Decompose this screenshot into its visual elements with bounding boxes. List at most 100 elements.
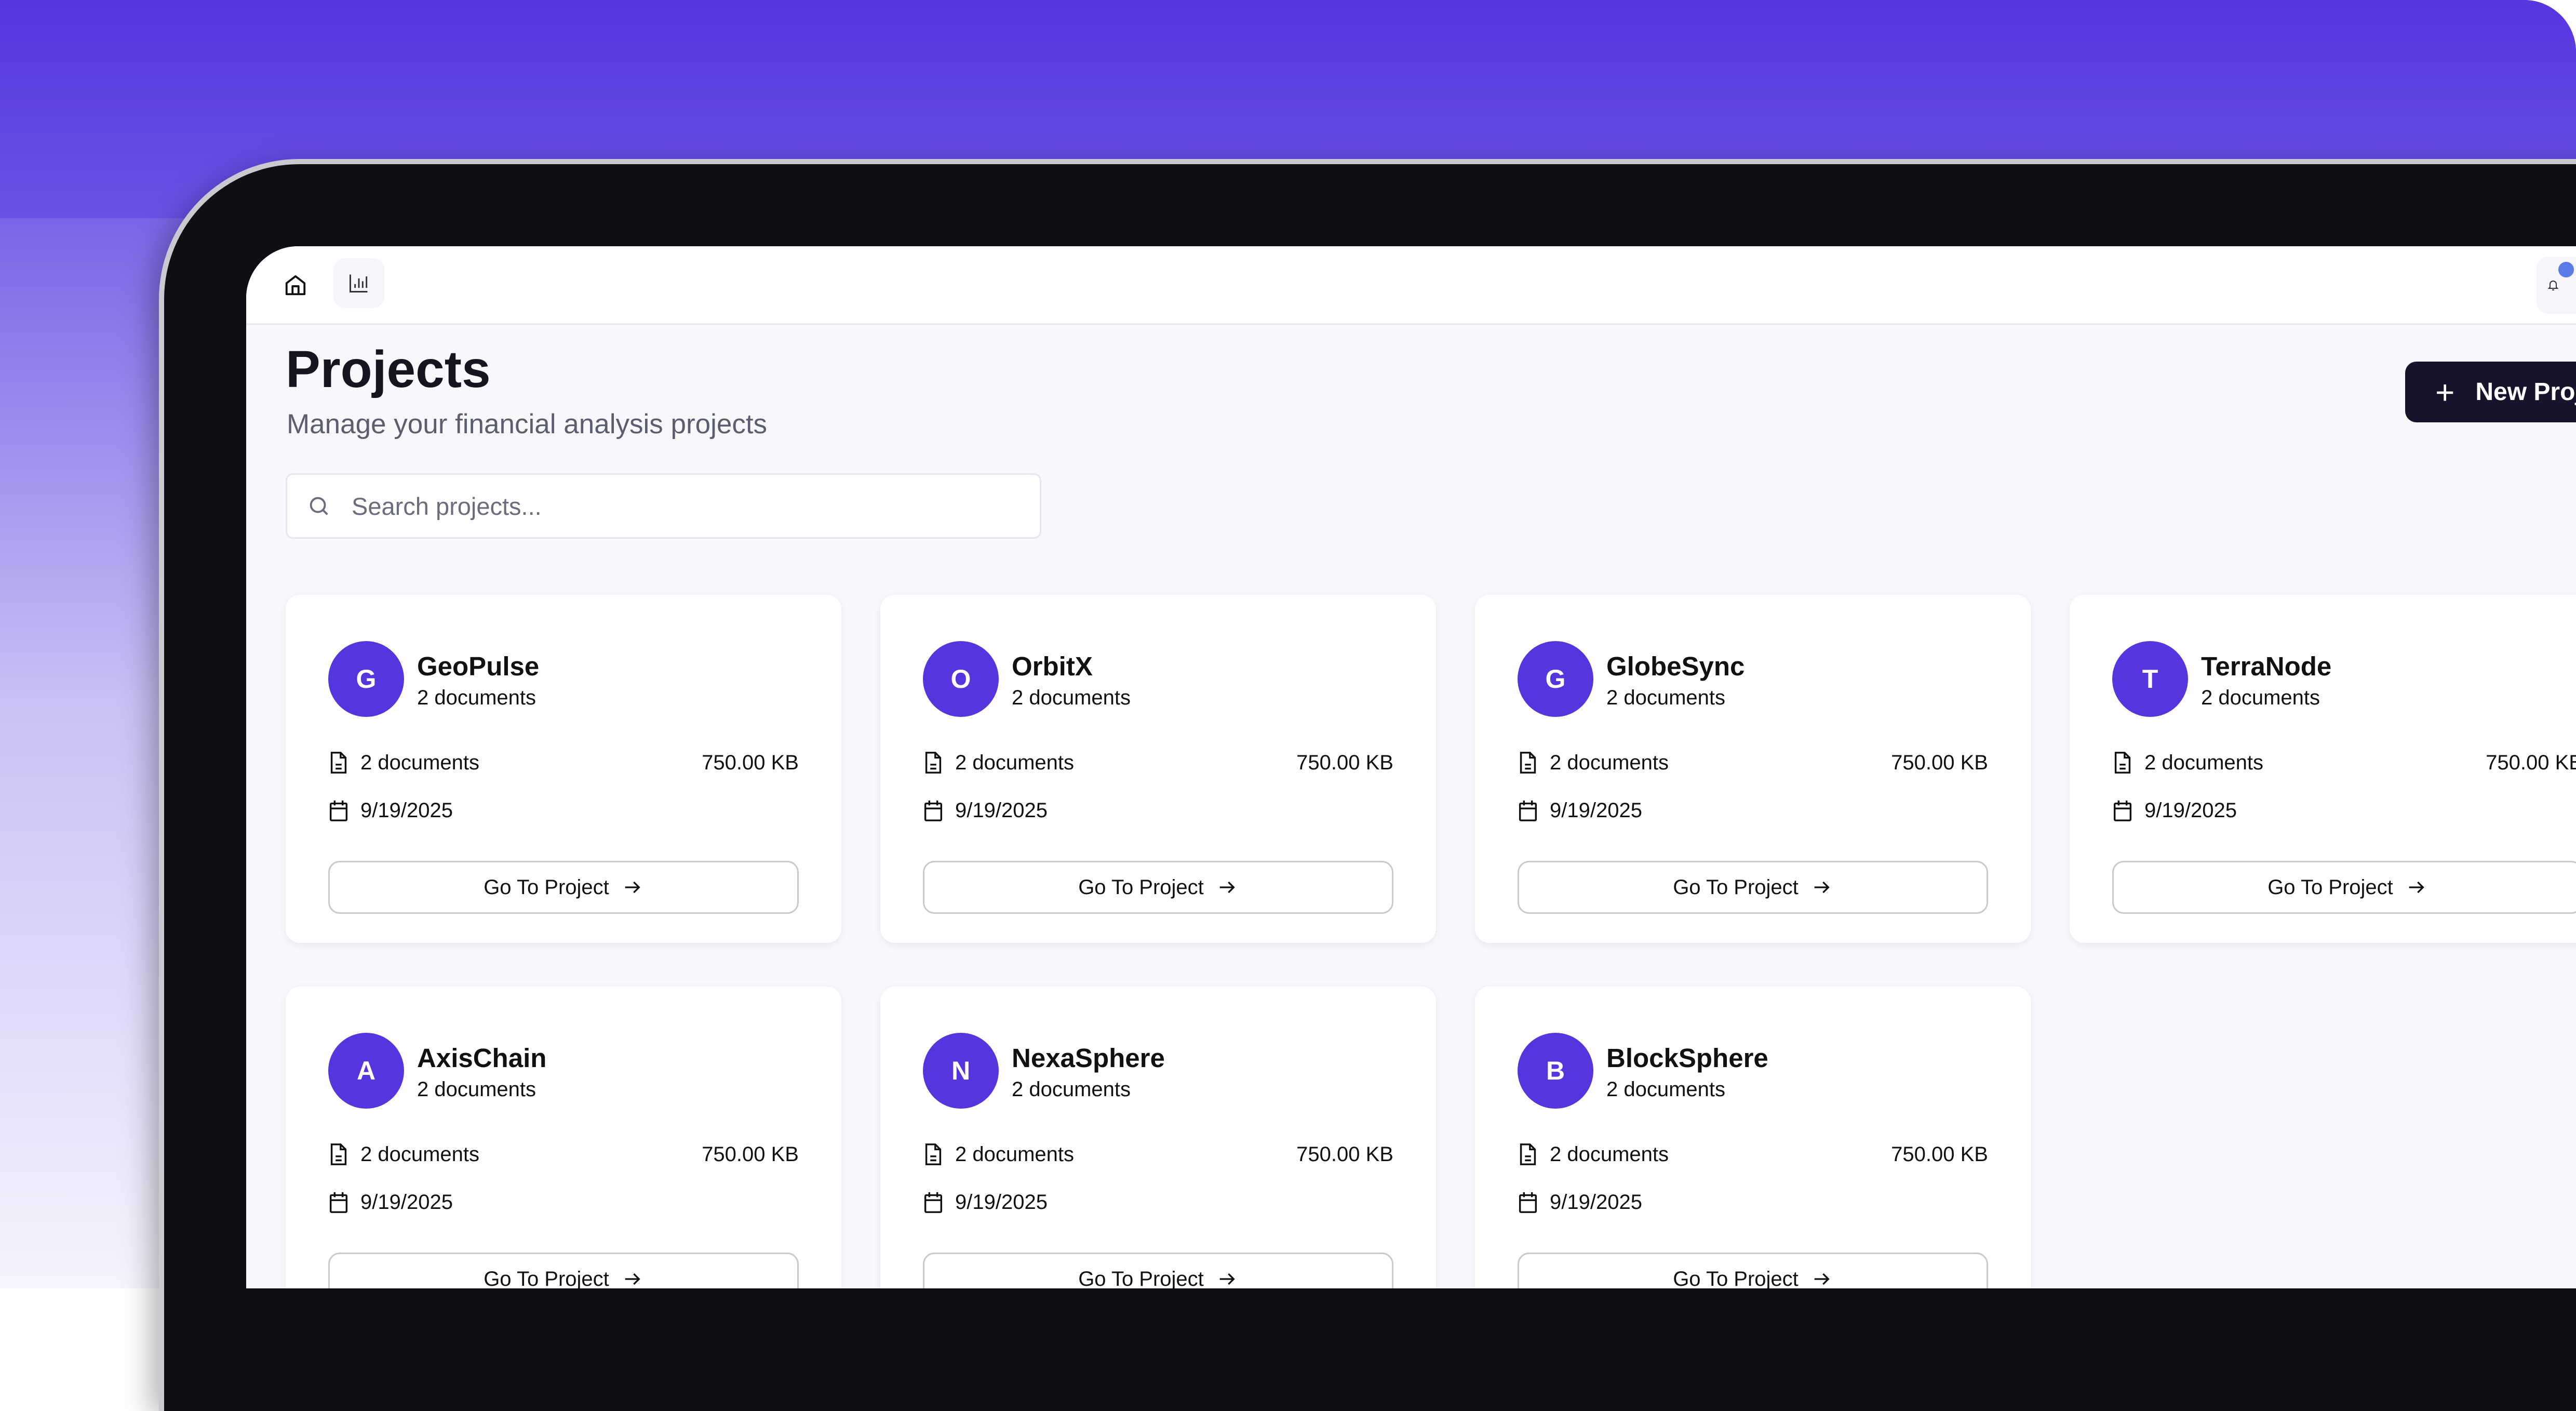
project-name[interactable]: GeoPulse xyxy=(417,651,540,681)
arrow-right-icon xyxy=(1219,881,1235,894)
documents-row: 2 documents 750.00 KB xyxy=(328,751,799,775)
project-date: 9/19/2025 xyxy=(360,798,453,822)
date-row: 9/19/2025 xyxy=(2112,798,2576,822)
project-card: A AxisChain 2 documents 2 documents 750.… xyxy=(286,987,841,1288)
arrow-right-icon xyxy=(625,881,640,894)
documents-row: 2 documents 750.00 KB xyxy=(328,1142,799,1166)
calendar-icon xyxy=(924,1192,943,1213)
arrow-right-icon xyxy=(1814,881,1830,894)
date-row: 9/19/2025 xyxy=(328,1190,799,1214)
project-size: 750.00 KB xyxy=(1891,751,1988,774)
calendar-icon xyxy=(329,1192,348,1213)
notification-badge xyxy=(2558,262,2574,277)
go-to-project-label: Go To Project xyxy=(484,875,609,899)
calendar-icon xyxy=(329,800,348,821)
calendar-icon xyxy=(1519,800,1537,821)
plus-icon: + xyxy=(2435,373,2455,411)
project-date: 9/19/2025 xyxy=(955,798,1048,822)
go-to-project-button[interactable]: Go To Project xyxy=(923,1253,1393,1288)
project-date: 9/19/2025 xyxy=(360,1190,453,1214)
project-doc-count: 2 documents xyxy=(1606,1078,1726,1101)
project-date: 9/19/2025 xyxy=(955,1190,1048,1214)
project-date: 9/19/2025 xyxy=(1550,1190,1642,1214)
go-to-project-button[interactable]: Go To Project xyxy=(328,1253,799,1288)
go-to-project-button[interactable]: Go To Project xyxy=(1518,1253,1988,1288)
document-icon xyxy=(330,752,347,774)
project-doc-count: 2 documents xyxy=(417,1078,536,1101)
project-name[interactable]: OrbitX xyxy=(1012,651,1093,681)
project-avatar: G xyxy=(1518,641,1593,717)
arrow-right-icon xyxy=(2409,881,2424,894)
documents-count: 2 documents xyxy=(1550,751,1669,774)
project-avatar: A xyxy=(328,1033,404,1109)
date-row: 9/19/2025 xyxy=(328,798,799,822)
calendar-icon xyxy=(1519,1192,1537,1213)
project-doc-count: 2 documents xyxy=(1012,1078,1131,1101)
nav-home-button[interactable] xyxy=(278,268,313,302)
project-doc-count: 2 documents xyxy=(1606,686,1726,709)
go-to-project-label: Go To Project xyxy=(1673,1267,1799,1289)
project-doc-count: 2 documents xyxy=(417,686,536,709)
documents-row: 2 documents 750.00 KB xyxy=(2112,751,2576,775)
calendar-icon xyxy=(924,800,943,821)
documents-count: 2 documents xyxy=(955,1142,1075,1166)
project-name[interactable]: TerraNode xyxy=(2201,651,2332,681)
calendar-icon xyxy=(2113,800,2132,821)
documents-row: 2 documents 750.00 KB xyxy=(1518,751,1988,775)
project-card: T TerraNode 2 documents 2 documents 750.… xyxy=(2070,595,2576,943)
documents-count: 2 documents xyxy=(2144,751,2264,774)
document-icon xyxy=(1520,752,1536,774)
documents-count: 2 documents xyxy=(1550,1142,1669,1166)
new-project-button[interactable]: + New Project xyxy=(2405,362,2576,422)
project-avatar: G xyxy=(328,641,404,717)
date-row: 9/19/2025 xyxy=(1518,798,1988,822)
project-date: 9/19/2025 xyxy=(1550,798,1642,822)
project-name[interactable]: AxisChain xyxy=(417,1043,547,1073)
home-icon xyxy=(285,275,306,296)
page-title: Projects xyxy=(286,340,491,398)
documents-count: 2 documents xyxy=(360,751,480,774)
project-doc-count: 2 documents xyxy=(1012,686,1131,709)
project-size: 750.00 KB xyxy=(1296,1142,1393,1166)
project-size: 750.00 KB xyxy=(1296,751,1393,774)
project-card: B BlockSphere 2 documents 2 documents 75… xyxy=(1475,987,2031,1288)
project-avatar: T xyxy=(2112,641,2188,717)
project-size: 750.00 KB xyxy=(2486,751,2576,774)
go-to-project-label: Go To Project xyxy=(2268,875,2393,899)
page-subtitle: Manage your financial analysis projects xyxy=(287,409,768,440)
search-box xyxy=(286,473,1041,539)
project-size: 750.00 KB xyxy=(1891,1142,1988,1166)
project-avatar: O xyxy=(923,641,999,717)
notifications-button[interactable] xyxy=(2537,257,2576,314)
project-name[interactable]: GlobeSync xyxy=(1606,651,1745,681)
go-to-project-button[interactable]: Go To Project xyxy=(2112,861,2576,914)
documents-row: 2 documents 750.00 KB xyxy=(923,1142,1393,1166)
project-card: N NexaSphere 2 documents 2 documents 750… xyxy=(880,987,1436,1288)
project-avatar: B xyxy=(1518,1033,1593,1109)
project-card: O OrbitX 2 documents 2 documents 750.00 … xyxy=(880,595,1436,943)
project-card: G GlobeSync 2 documents 2 documents 750.… xyxy=(1475,595,2031,943)
search-input[interactable] xyxy=(351,491,976,521)
search-icon xyxy=(310,497,328,515)
arrow-right-icon xyxy=(1814,1273,1830,1285)
documents-row: 2 documents 750.00 KB xyxy=(1518,1142,1988,1166)
bar-chart-icon xyxy=(350,274,368,292)
go-to-project-button[interactable]: Go To Project xyxy=(328,861,799,914)
project-name[interactable]: BlockSphere xyxy=(1606,1043,1768,1073)
date-row: 9/19/2025 xyxy=(1518,1190,1988,1214)
nav-analytics-button[interactable] xyxy=(333,258,384,308)
go-to-project-label: Go To Project xyxy=(1078,1267,1204,1289)
go-to-project-button[interactable]: Go To Project xyxy=(923,861,1393,914)
document-icon xyxy=(925,752,942,774)
document-icon xyxy=(925,1143,942,1165)
project-size: 750.00 KB xyxy=(702,1142,799,1166)
top-nav xyxy=(246,246,2576,325)
date-row: 9/19/2025 xyxy=(923,1190,1393,1214)
documents-count: 2 documents xyxy=(360,1142,480,1166)
go-to-project-button[interactable]: Go To Project xyxy=(1518,861,1988,914)
app-screen: Projects Manage your financial analysis … xyxy=(246,246,2576,1288)
go-to-project-label: Go To Project xyxy=(484,1267,609,1289)
document-icon xyxy=(1520,1143,1536,1165)
project-name[interactable]: NexaSphere xyxy=(1012,1043,1165,1073)
project-avatar: N xyxy=(923,1033,999,1109)
